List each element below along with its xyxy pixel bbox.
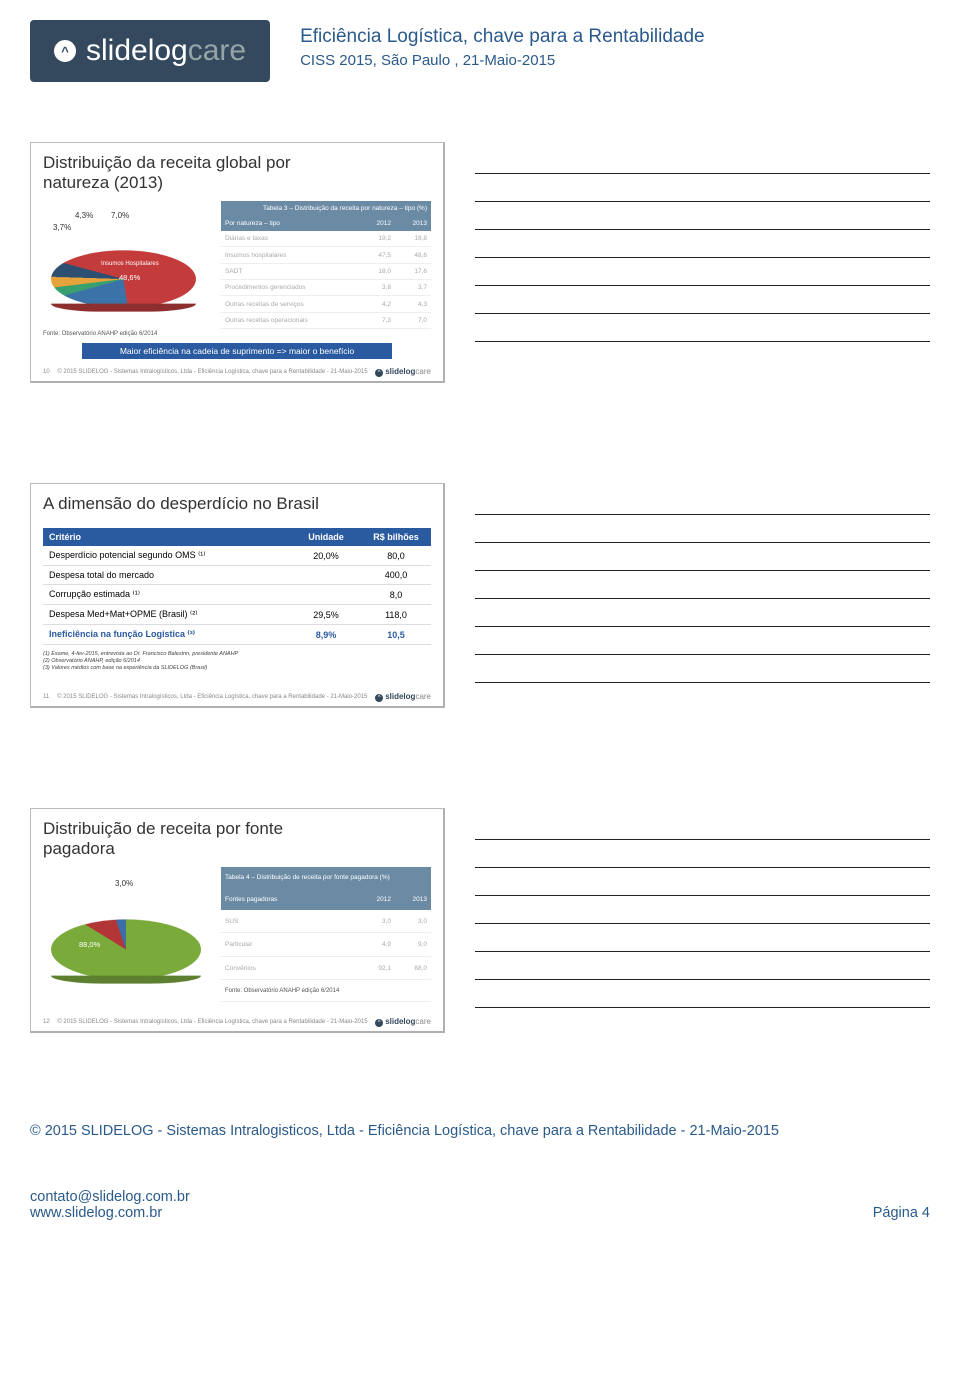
notes-1	[475, 142, 930, 383]
doc-title: Eficiência Logística, chave para a Renta…	[300, 26, 705, 48]
slide-2-table: CritérioUnidadeR$ bilhões Desperdício po…	[43, 528, 431, 645]
table-row: Particular4,99,0	[221, 933, 431, 956]
page-footer: © 2015 SLIDELOG - Sistemas Intralogistic…	[30, 1123, 930, 1139]
slide-1-brand: ^slidelogcare	[375, 367, 431, 377]
note-line[interactable]	[475, 980, 930, 1008]
slide-3-footer-text: © 2015 SLIDELOG - Sistemas Intralogístic…	[57, 1019, 367, 1025]
slide-3-num: 12	[43, 1019, 50, 1025]
pie3-label-b: 9,0%	[143, 900, 160, 909]
table-row: Despesa Med+Mat+OPME (Brasil) ⁽²⁾29,5%11…	[43, 605, 431, 625]
slide-1-source: Fonte: Observatório ANAHP edição 6/2014	[43, 331, 431, 337]
slide-1-footer: 10 © 2015 SLIDELOG - Sistemas Intralogís…	[43, 367, 431, 377]
pie-chart-3: 3,0% 9,0% 88,0%	[43, 867, 213, 1002]
logo: ^ slidelogcare	[30, 20, 270, 82]
tbl1-h1: 2012	[359, 216, 395, 231]
note-line[interactable]	[475, 258, 930, 286]
slide-2: A dimensão do desperdício no Brasil Crit…	[30, 483, 445, 708]
page-bottom: contato@slidelog.com.br www.slidelog.com…	[30, 1189, 930, 1221]
logo-text: slidelog	[86, 34, 188, 68]
table-row: Procedimentos gerenciados3,83,7	[221, 280, 431, 296]
slide-2-footnotes: (1) Exame, 4-fev-2015, entrevista ao Dr.…	[43, 651, 431, 672]
note-line[interactable]	[475, 174, 930, 202]
note-line[interactable]	[475, 896, 930, 924]
table-row: Diárias e taxas19,218,8	[221, 231, 431, 247]
slide-2-footer-text: © 2015 SLIDELOG - Sistemas Intralogístic…	[57, 694, 367, 700]
contact-url: www.slidelog.com.br	[30, 1205, 190, 1221]
pie1-label-b: 7,0%	[111, 211, 129, 220]
note-line[interactable]	[475, 599, 930, 627]
slide-3-footer: 12 © 2015 SLIDELOG - Sistemas Intralogís…	[43, 1017, 431, 1027]
table-row: Outras receitas operacionais7,37,0	[221, 312, 431, 328]
slide-1-footer-text: © 2015 SLIDELOG - Sistemas Intralogístic…	[57, 369, 367, 375]
note-line[interactable]	[475, 952, 930, 980]
table-row: Desperdício potencial segundo OMS ⁽¹⁾20,…	[43, 546, 431, 566]
pie-chart-1: 4,3% 7,0% 3,7% 18,8% 17,6% Insumos Hospi…	[43, 201, 213, 329]
doc-subtitle: CISS 2015, São Paulo , 21-Maio-2015	[300, 52, 705, 69]
note-line[interactable]	[475, 627, 930, 655]
table-row: SUS3,03,0	[221, 910, 431, 933]
slide-1-title: Distribuição da receita global por natur…	[43, 153, 431, 193]
note-line[interactable]	[475, 924, 930, 952]
note-line[interactable]	[475, 571, 930, 599]
pie1-label-g: Insumos Hospitalares	[101, 261, 159, 267]
logo-icon: ^	[54, 40, 76, 62]
note-line[interactable]	[475, 543, 930, 571]
tbl1-h0: Por natureza – tipo	[221, 216, 359, 231]
notes-3	[475, 808, 930, 1033]
note-line[interactable]	[475, 286, 930, 314]
slide-3-brand: ^slidelogcare	[375, 1017, 431, 1027]
note-line[interactable]	[475, 515, 930, 543]
slide-1-title-b: natureza (2013)	[43, 173, 163, 192]
table-row: Despesa total do mercado400,0	[43, 566, 431, 585]
pie3-label-c: 88,0%	[79, 940, 100, 949]
table-row: Corrupção estimada ⁽¹⁾8,0	[43, 585, 431, 605]
table-row: Ineficiência na função Logística ⁽³⁾8,9%…	[43, 625, 431, 645]
slide-2-footer: 11 © 2015 SLIDELOG - Sistemas Intralogís…	[43, 692, 431, 702]
note-line[interactable]	[475, 487, 930, 515]
tbl1-h2: 2013	[395, 216, 431, 231]
slide-3: Distribuição de receita por fontepagador…	[30, 808, 445, 1033]
slide-row-1: Distribuição da receita global por natur…	[30, 142, 930, 383]
pie1-label-f: 48,6%	[119, 273, 140, 282]
table-row: SADT18,017,6	[221, 263, 431, 279]
note-line[interactable]	[475, 146, 930, 174]
slide-1-highlight: Maior eficiência na cadeia de suprimento…	[82, 343, 392, 359]
slide-2-num: 11	[43, 694, 49, 700]
slide-2-brand: ^slidelogcare	[375, 692, 431, 702]
slide-1-table: Tabela 3 – Distribuição da receita por n…	[221, 201, 431, 329]
page-header: ^ slidelogcare Eficiência Logística, cha…	[30, 20, 930, 82]
note-line[interactable]	[475, 230, 930, 258]
logo-suffix: care	[188, 34, 246, 68]
tbl3-caption: Tabela 4 – Distribuição de receita por f…	[221, 867, 431, 889]
pie1-label-d: 18,8%	[151, 231, 172, 240]
slide-1-title-a: Distribuição da receita global por	[43, 153, 291, 172]
slide-row-2: A dimensão do desperdício no Brasil Crit…	[30, 483, 930, 708]
slide-3-table: Tabela 4 – Distribuição de receita por f…	[221, 867, 431, 1002]
note-line[interactable]	[475, 840, 930, 868]
slide-3-source: Fonte: Observatório ANAHP edição 6/2014	[221, 980, 431, 1002]
note-line[interactable]	[475, 655, 930, 683]
header-text: Eficiência Logística, chave para a Renta…	[300, 20, 705, 69]
pie1-label-e: 17,6%	[61, 249, 82, 258]
table-row: Convênios92,188,0	[221, 956, 431, 979]
note-line[interactable]	[475, 202, 930, 230]
notes-2	[475, 483, 930, 708]
pie1-label-a: 4,3%	[75, 211, 93, 220]
slide-3-title: Distribuição de receita por fontepagador…	[43, 819, 431, 859]
note-line[interactable]	[475, 812, 930, 840]
table-row: Insumos hospitalares47,548,6	[221, 247, 431, 263]
slide-row-3: Distribuição de receita por fontepagador…	[30, 808, 930, 1033]
tbl1-caption: Tabela 3 – Distribuição da receita por n…	[221, 201, 431, 216]
note-line[interactable]	[475, 868, 930, 896]
slide-1: Distribuição da receita global por natur…	[30, 142, 445, 383]
slide-1-num: 10	[43, 369, 50, 375]
table-row: Outras receitas de serviços4,24,3	[221, 296, 431, 312]
contact-email: contato@slidelog.com.br	[30, 1189, 190, 1205]
pie1-label-c: 3,7%	[53, 223, 71, 232]
pie3-label-a: 3,0%	[115, 879, 133, 888]
note-line[interactable]	[475, 314, 930, 342]
slide-2-title: A dimensão do desperdício no Brasil	[43, 494, 431, 514]
page-number: Página 4	[873, 1189, 930, 1221]
